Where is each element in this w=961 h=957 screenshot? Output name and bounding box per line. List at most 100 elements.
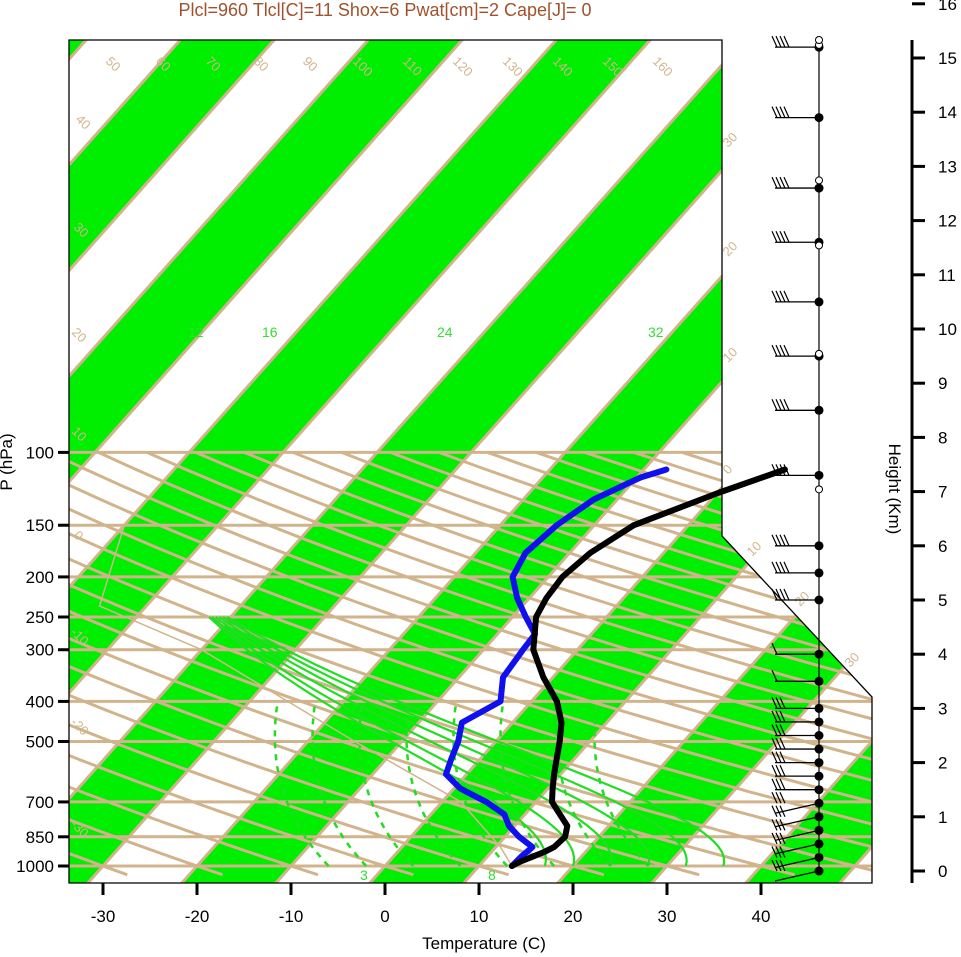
mixing-ratio-label: 3: [360, 867, 368, 883]
wind-barb-flag: [783, 231, 790, 243]
wind-barb-flag: [775, 35, 782, 48]
temperature-profile-line: [508, 466, 788, 869]
wind-barb-flag: [771, 859, 778, 872]
wind-barb-flag: [775, 176, 782, 189]
wind-barb-flag: [771, 751, 778, 763]
wind-barb-flag: [771, 670, 778, 682]
wind-barb-flag: [783, 399, 790, 411]
mixing-ratio-label: 24: [437, 324, 453, 340]
wind-level-dot: [814, 785, 824, 795]
wind-barb-flag: [775, 751, 782, 763]
isotherm-label: 130: [500, 54, 526, 80]
x-tick-label: 30: [658, 907, 677, 926]
x-tick-label: 20: [564, 907, 583, 926]
wind-barb-flag: [775, 231, 782, 243]
wind-barb-flag: [775, 792, 782, 804]
wind-barb-shaft: [774, 843, 820, 855]
wind-level-dot: [814, 470, 824, 480]
isotherm-label: 120: [450, 54, 476, 80]
dry-adiabat-line: [69, 451, 872, 877]
wind-barb-flag: [783, 106, 790, 118]
mixing-ratio-label: 32: [648, 324, 664, 340]
wind-barb-flag: [775, 290, 782, 303]
wind-barb-flag: [775, 764, 782, 777]
moist-adiabat-line: [222, 616, 688, 867]
wind-open-dot: [815, 485, 823, 494]
height-tick-label: 6: [938, 537, 947, 556]
wind-level-dot: [814, 541, 824, 551]
wind-level-dot: [814, 595, 824, 605]
height-tick-label: 13: [938, 157, 957, 176]
wind-level-dot: [814, 852, 824, 862]
wind-barb-flag: [783, 290, 790, 303]
wind-barb-flag: [779, 399, 786, 411]
wind-level-dot: [814, 113, 824, 123]
wind-level-dot: [814, 771, 824, 781]
wind-open-dot: [815, 176, 823, 185]
mixing-ratio-line: [273, 701, 330, 867]
isotherm-line: [69, 40, 750, 883]
dry-adiabat-line: [69, 451, 319, 877]
dry-adiabat-line: [243, 451, 872, 877]
temperature-band: [551, 40, 872, 883]
mixing-ratio-label: 8: [488, 867, 496, 883]
wind-barb-flag: [779, 792, 786, 804]
wind-barb-flag: [779, 737, 786, 750]
wind-level-dot: [814, 866, 824, 876]
wind-level-dot: [814, 812, 824, 822]
isotherm-label: 160: [650, 54, 676, 80]
wind-barb-flag: [783, 588, 790, 601]
height-tick-label: 9: [938, 374, 947, 393]
wind-level-dot: [814, 676, 824, 686]
wind-barb-flag: [779, 106, 786, 118]
wind-barb-flag: [775, 561, 782, 574]
wind-barb-flag: [783, 344, 790, 357]
wind-barb-flag: [779, 710, 786, 723]
mixing-ratio-line: [405, 701, 462, 867]
wind-open-dot: [815, 349, 823, 358]
wind-level-dot: [814, 798, 824, 808]
wind-barb-flag: [775, 399, 782, 411]
wind-barb-flag: [783, 561, 790, 574]
wind-barb-flag: [775, 106, 782, 118]
left-isotherm-label: 20: [69, 325, 90, 346]
wind-barb-flag: [771, 805, 778, 818]
wind-barb-flag: [779, 751, 786, 763]
y-tick-label: 400: [26, 692, 54, 711]
y-tick-label: 300: [26, 641, 54, 660]
isotherm-label: 50: [103, 54, 124, 75]
dewpoint-profile-line: [443, 466, 670, 869]
isotherm-line: [69, 40, 656, 883]
wind-level-dot: [814, 731, 824, 740]
isotherm-label: 10: [744, 538, 765, 559]
wind-barb-flag: [779, 778, 786, 790]
chart-title: Plcl=960 Tlcl[C]=11 Shox=6 Pwat[cm]=2 Ca…: [178, 0, 591, 20]
wind-barb-flag: [771, 231, 778, 243]
wind-level-dot: [814, 825, 824, 835]
wind-barb-flag: [775, 697, 782, 709]
wind-barb-flag: [779, 724, 786, 736]
dry-adiabat-line: [69, 451, 872, 877]
wind-barb-flag: [775, 724, 782, 736]
mixing-ratio-line: [555, 701, 612, 867]
isotherm-line: [69, 40, 374, 883]
x-tick-label: -20: [185, 907, 210, 926]
wind-barb-flag: [783, 534, 790, 547]
wind-level-dot: [814, 297, 824, 307]
height-tick-label: 16: [938, 0, 957, 14]
moist-adiabat-line: [208, 616, 547, 867]
wind-barb-flag: [783, 464, 790, 476]
height-tick-label: 2: [938, 754, 947, 773]
parcel-path-line: [98, 524, 513, 867]
wind-barb-flag: [771, 399, 778, 411]
isotherm-line: [69, 40, 280, 883]
axes: -30 -20 -10 0 10 20 30 401001502002503004005007…: [16, 0, 957, 926]
wind-barb-flag: [771, 561, 778, 574]
wind-barb-flag: [771, 106, 778, 118]
dry-adiabat-line: [146, 451, 872, 877]
wind-level-dot: [814, 405, 824, 415]
mixing-ratio-line: [499, 701, 556, 867]
temperature-band: [69, 40, 467, 883]
wind-barb-flag: [775, 534, 782, 547]
y-tick-label: 250: [26, 608, 54, 627]
